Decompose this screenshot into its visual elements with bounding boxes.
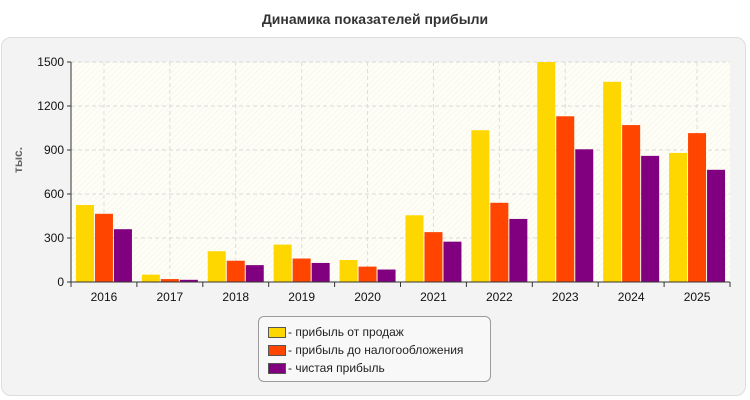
y-tick-labels: 0 300 600 900 1200 1500 (37, 55, 64, 289)
bar-1-2021 (405, 215, 424, 282)
bar-3-2019 (311, 262, 330, 282)
x-tick-label: 2018 (222, 290, 249, 304)
bar-1-2025 (669, 152, 688, 282)
y-tick-label: 900 (44, 143, 64, 157)
x-tick-label: 2022 (486, 290, 513, 304)
bar-2-2016 (94, 213, 113, 282)
bar-3-2023 (575, 149, 594, 282)
axes-group (67, 61, 731, 287)
x-tick-label: 2020 (354, 290, 381, 304)
bar-1-2024 (603, 81, 622, 282)
bar-1-2017 (141, 274, 160, 282)
y-axis-label: тыс. (11, 147, 25, 173)
bar-1-2018 (207, 251, 226, 282)
x-tick-label: 2021 (420, 290, 447, 304)
bar-3-2020 (377, 269, 396, 282)
legend-label: - чистая прибыль (288, 361, 385, 375)
bar-3-2018 (245, 265, 264, 282)
bars-group (75, 62, 726, 283)
bar-2-2025 (688, 133, 707, 282)
y-tick-label: 1500 (37, 55, 64, 69)
bar-2-2020 (358, 266, 377, 282)
x-tick-label: 2024 (618, 290, 645, 304)
y-tick-label: 0 (57, 275, 64, 289)
bar-2-2021 (424, 232, 443, 282)
bar-3-2025 (707, 169, 726, 282)
legend-swatch (268, 326, 286, 338)
bar-1-2020 (339, 260, 358, 282)
x-tick-label: 2025 (684, 290, 711, 304)
legend-item-pretax-profit: - прибыль до налогообложения (268, 341, 490, 359)
bar-1-2016 (75, 205, 94, 282)
chart-title: Динамика показателей прибыли (261, 11, 489, 27)
bar-3-2022 (509, 218, 528, 282)
bar-1-2023 (537, 62, 556, 282)
bar-3-2016 (113, 229, 132, 282)
x-tick-labels: 2016 2017 2018 2019 2020 2021 2022 2023 2024 2025 (91, 290, 711, 304)
legend-swatch (268, 344, 286, 356)
bar-2-2022 (490, 202, 509, 282)
x-tick-label: 2016 (91, 290, 118, 304)
bar-2-2024 (622, 125, 641, 282)
bar-1-2022 (471, 130, 490, 282)
x-tick-label: 2019 (288, 290, 315, 304)
legend-item-net-profit: - чистая прибыль (268, 359, 490, 377)
bar-3-2024 (641, 155, 660, 282)
bar-2-2023 (556, 116, 575, 283)
x-tick-label: 2017 (156, 290, 183, 304)
bar-1-2019 (273, 244, 292, 282)
x-tick-label: 2023 (552, 290, 579, 304)
bar-3-2017 (179, 279, 198, 282)
legend-label: - прибыль до налогообложения (288, 343, 464, 357)
y-tick-label: 600 (44, 187, 64, 201)
legend-label: - прибыль от продаж (288, 325, 404, 339)
legend-item-sales-profit: - прибыль от продаж (268, 323, 490, 341)
bar-2-2017 (160, 279, 179, 282)
y-tick-label: 300 (44, 231, 64, 245)
legend-swatch (268, 362, 286, 374)
y-tick-label: 1200 (37, 99, 64, 113)
legend: - прибыль от продаж - прибыль до налогоо… (258, 316, 491, 382)
bar-3-2021 (443, 241, 462, 282)
bar-2-2018 (226, 260, 245, 282)
bar-2-2019 (292, 258, 311, 282)
